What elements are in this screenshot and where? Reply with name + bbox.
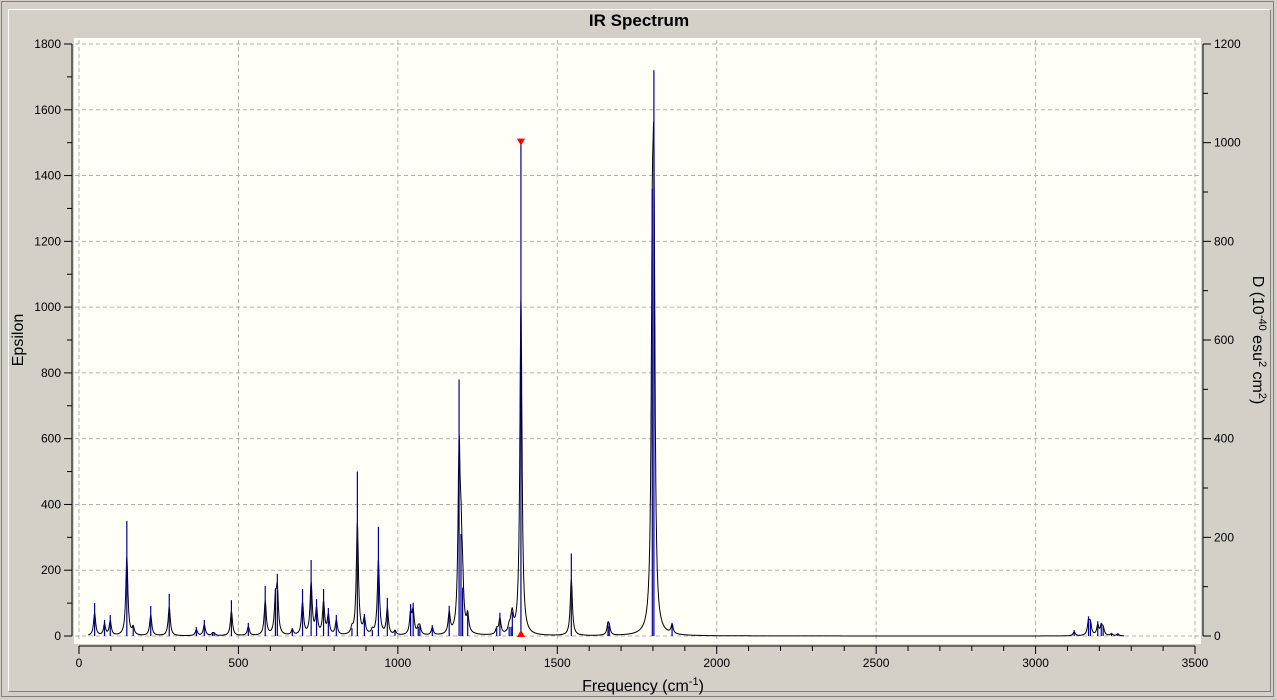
x-axis-label: Frequency (cm-1) bbox=[582, 676, 704, 695]
x-tick-label: 3500 bbox=[1182, 656, 1209, 670]
label-text: ) bbox=[1249, 399, 1266, 404]
y-tick-label: 1600 bbox=[34, 103, 61, 117]
y-tick-label: 800 bbox=[41, 366, 61, 380]
x-tick-label: 0 bbox=[76, 656, 83, 670]
y2-tick-label: 1000 bbox=[1214, 136, 1241, 150]
label-superscript: 2 bbox=[1256, 393, 1268, 399]
peak-marker-top bbox=[516, 138, 525, 146]
y-tick-label: 1000 bbox=[34, 300, 61, 314]
y2-tick-label: 200 bbox=[1214, 530, 1234, 544]
label-superscript: -40 bbox=[1256, 315, 1268, 331]
y-tick-label: 1200 bbox=[34, 234, 61, 248]
x-tick-label: 2500 bbox=[863, 656, 890, 670]
y-tick-label: 200 bbox=[41, 563, 61, 577]
label-text: Frequency (cm bbox=[582, 678, 689, 695]
y2-axis-label: D (10-40 esu2 cm2) bbox=[1249, 276, 1268, 405]
label-superscript: -1 bbox=[689, 676, 699, 688]
y2-tick-label: 1200 bbox=[1214, 37, 1241, 51]
y-tick-label: 0 bbox=[54, 629, 61, 643]
label-text: esu bbox=[1249, 331, 1266, 361]
y2-tick-label: 400 bbox=[1214, 432, 1234, 446]
spectrum-curve bbox=[87, 121, 1125, 637]
label-text: D (10 bbox=[1249, 276, 1266, 315]
y-tick-label: 400 bbox=[41, 497, 61, 511]
selected-peak-markers[interactable] bbox=[516, 138, 525, 637]
y2-tick-label: 0 bbox=[1214, 629, 1221, 643]
y-axis-label: Epsilon bbox=[10, 314, 27, 366]
plot-area[interactable] bbox=[74, 38, 1201, 644]
y2-tick-label: 800 bbox=[1214, 234, 1234, 248]
x-tick-label: 2000 bbox=[703, 656, 730, 670]
y-tick-label: 600 bbox=[41, 432, 61, 446]
axes: 0 200 400 600 800 1000 1200 1400 1600 1800 0 200 400… bbox=[34, 37, 1241, 670]
x-tick-label: 1500 bbox=[544, 656, 571, 670]
grid-lines bbox=[75, 40, 1199, 640]
label-text: cm bbox=[1249, 367, 1266, 393]
peak-marker-bottom bbox=[516, 630, 525, 637]
x-tick-label: 500 bbox=[228, 656, 248, 670]
y2-tick-label: 600 bbox=[1214, 333, 1234, 347]
y-tick-label: 1400 bbox=[34, 169, 61, 183]
x-tick-label: 1000 bbox=[385, 656, 412, 670]
chart-title: IR Spectrum bbox=[589, 11, 689, 30]
spectrum-curve-group bbox=[87, 121, 1125, 637]
y-tick-label: 1800 bbox=[34, 37, 61, 51]
x-tick-label: 3000 bbox=[1022, 656, 1049, 670]
label-superscript: 2 bbox=[1256, 361, 1268, 367]
stick-group bbox=[94, 70, 1119, 636]
label-text: ) bbox=[699, 678, 704, 695]
